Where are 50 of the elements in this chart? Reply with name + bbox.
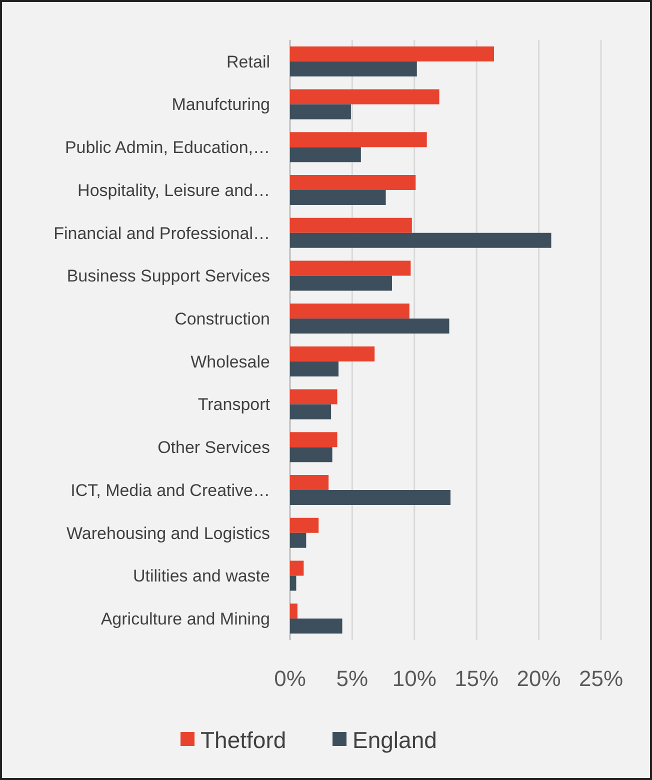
bar [290, 304, 410, 319]
bar [290, 490, 450, 505]
bar [290, 432, 338, 448]
bar [290, 276, 392, 291]
bar [290, 218, 412, 233]
y-tick-label: Wholesale [190, 352, 270, 372]
bar [290, 104, 351, 120]
bar [290, 576, 296, 591]
y-tick-label: ICT, Media and Creative… [70, 480, 270, 500]
bar [290, 618, 342, 634]
y-tick-label: Transport [198, 395, 270, 414]
bar [290, 447, 332, 462]
y-tick-label: Retail [226, 52, 270, 72]
bar [290, 518, 319, 533]
x-tick-label: 20% [516, 666, 561, 691]
x-tick-label: 15% [454, 666, 499, 691]
y-tick-label: Utilities and waste [132, 566, 270, 586]
x-tick-label: 5% [336, 666, 368, 691]
bar [290, 89, 440, 104]
bar [290, 147, 361, 162]
bar [290, 232, 552, 248]
x-tick-label: 0% [274, 666, 306, 691]
legend-label: Thetford [200, 727, 286, 754]
bar [290, 260, 411, 276]
bar [290, 475, 329, 490]
bar [290, 560, 304, 576]
y-tick-label: Other Services [158, 438, 270, 458]
bar [290, 532, 306, 548]
legend-label: England [352, 727, 437, 754]
bar [290, 361, 339, 376]
y-tick-label: Business Support Services [66, 266, 270, 286]
y-tick-label: Financial and Professional… [54, 224, 270, 243]
y-tick-label: Public Admin, Education,… [64, 138, 270, 158]
x-tick-label: 10% [392, 666, 436, 691]
bar [290, 346, 375, 362]
bar [290, 46, 494, 62]
y-tick-label: Manufcturing [172, 95, 270, 114]
bar [290, 132, 427, 148]
bar [290, 190, 386, 205]
bar [290, 404, 332, 420]
bar [290, 175, 416, 190]
bar [290, 61, 417, 76]
y-tick-label: Agriculture and Mining [100, 610, 270, 629]
y-tick-label: Construction [174, 310, 270, 329]
bar [290, 389, 338, 404]
x-tick-label: 25% [578, 666, 624, 691]
bar [290, 604, 298, 619]
y-tick-label: Hospitality, Leisure and… [78, 180, 270, 200]
bar [290, 318, 450, 334]
y-tick-label: Warehousing and Logistics [66, 524, 270, 543]
